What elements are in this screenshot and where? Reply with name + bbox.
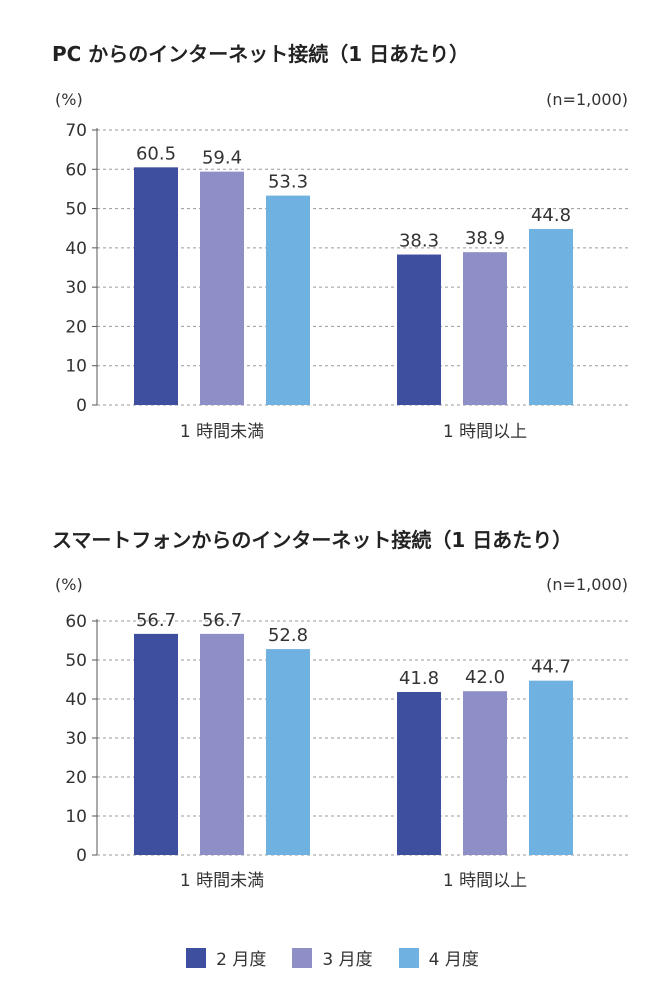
legend-item-mar: 3 月度 (292, 945, 373, 970)
chart-legend: 2 月度 3 月度 4 月度 (0, 945, 665, 970)
c2-bar-g1-s0 (397, 691, 441, 855)
c1-value-label-g0-s0: 60.5 (136, 143, 176, 164)
c2-value-label-g0-s0: 56.7 (136, 610, 176, 631)
c2-y-unit-label: (%) (55, 575, 83, 594)
c1-y-tick-label-30: 30 (65, 278, 87, 298)
legend-label-apr: 4 月度 (428, 950, 479, 970)
legend-swatch-mar (292, 947, 313, 968)
c2-bar-g1-s2 (529, 680, 573, 855)
c2-y-tick-label-60: 60 (65, 612, 87, 632)
c1-bar-g0-s2 (266, 195, 310, 405)
c1-bar-g1-s0 (397, 254, 441, 405)
c2-y-tick-label-20: 20 (65, 768, 87, 788)
c1-bar-g1-s2 (529, 229, 573, 405)
c2-y-tick-label-0: 0 (76, 846, 87, 866)
c2-category-label-0: 1 時間未満 (180, 871, 264, 888)
c1-y-tick-label-50: 50 (65, 200, 87, 220)
c2-value-label-g0-s2: 52.8 (268, 625, 308, 646)
c1-bar-g0-s1 (200, 171, 244, 405)
c1-category-label-0: 1 時間未満 (180, 422, 264, 442)
c2-y-tick-label-50: 50 (65, 651, 87, 671)
c2-value-label-g1-s0: 41.8 (399, 668, 439, 689)
c1-y-tick-label-60: 60 (65, 160, 87, 180)
c1-y-unit-label: (%) (55, 90, 83, 109)
c2-y-tick-label-40: 40 (65, 690, 87, 710)
c1-value-label-g1-s2: 44.8 (531, 205, 571, 226)
legend-swatch-feb (186, 947, 207, 968)
c2-category-label-1: 1 時間以上 (443, 871, 527, 888)
c1-value-label-g1-s0: 38.3 (399, 231, 439, 252)
c1-y-tick-label-10: 10 (65, 357, 87, 377)
c2-y-tick-label-30: 30 (65, 729, 87, 749)
c1-value-label-g1-s1: 38.9 (465, 228, 505, 249)
smartphone-connection-chart: (%) (n=1,000) 0 10 20 30 40 50 60 56.7 56.7 52.8 1 時… (55, 575, 630, 888)
c1-y-tick-label-20: 20 (65, 317, 87, 337)
c2-sample-size-note: (n=1,000) (546, 575, 628, 594)
c2-value-label-g1-s1: 42.0 (465, 667, 505, 688)
c2-bar-g0-s0 (134, 633, 178, 855)
legend-label-mar: 3 月度 (322, 950, 373, 970)
c2-bar-g1-s1 (463, 691, 507, 855)
c1-value-label-g0-s2: 53.3 (268, 172, 308, 193)
legend-item-feb: 2 月度 (186, 945, 266, 970)
c1-sample-size-note: (n=1,000) (546, 90, 628, 109)
c2-value-label-g1-s2: 44.7 (531, 657, 571, 678)
pc-connection-chart: (%) (n=1,000) 0 10 20 30 40 50 60 70 60.5 59.4 53.3 1… (55, 90, 630, 442)
legend-item-apr: 4 月度 (398, 945, 479, 970)
c1-y-tick-label-70: 70 (65, 121, 87, 141)
legend-swatch-apr (398, 947, 419, 968)
c1-bar-g1-s1 (463, 252, 507, 405)
c2-bar-g0-s1 (200, 633, 244, 855)
c1-category-label-1: 1 時間以上 (443, 422, 527, 442)
c2-value-label-g0-s1: 56.7 (202, 610, 242, 631)
c1-value-label-g0-s1: 59.4 (202, 148, 242, 169)
chart-2-title: スマートフォンからのインターネット接続（1 日あたり） (52, 528, 573, 552)
legend-label-feb: 2 月度 (216, 950, 267, 970)
c2-bar-g0-s2 (266, 649, 310, 855)
c2-y-tick-label-10: 10 (65, 807, 87, 827)
c1-y-tick-label-0: 0 (76, 396, 87, 416)
c1-bar-g0-s0 (134, 167, 178, 405)
chart-1-title: PC からのインターネット接続（1 日あたり） (52, 42, 470, 66)
c1-y-tick-label-40: 40 (65, 239, 87, 259)
